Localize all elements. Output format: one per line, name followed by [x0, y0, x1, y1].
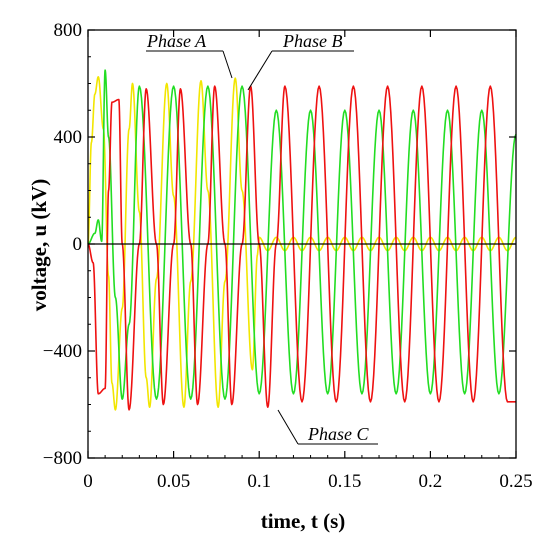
annotation-phase-c: Phase C — [307, 424, 369, 444]
y-tick-label: 800 — [54, 20, 83, 41]
x-tick-label: 0.2 — [419, 471, 443, 492]
series-line-phase-c — [87, 85, 517, 411]
series-layer — [87, 69, 517, 411]
annotation-phase-a: Phase A — [146, 31, 207, 51]
x-tick-label: 0.1 — [247, 471, 271, 492]
y-tick-label: −800 — [43, 448, 82, 469]
x-axis-title: time, t (s) — [261, 509, 346, 533]
y-tick-label: 0 — [73, 234, 83, 255]
y-axis-title: voltage, u (kV) — [27, 179, 51, 311]
x-tick-label: 0.05 — [157, 471, 190, 492]
y-tick-label: 400 — [54, 127, 83, 148]
annotation-layer: Phase A Phase B Phase C — [146, 31, 378, 445]
annotation-leader-phase-c — [277, 409, 299, 445]
annotation-leader-phase-b — [247, 50, 273, 91]
y-tick-label: −400 — [43, 341, 82, 362]
x-tick-label: 0.15 — [328, 471, 361, 492]
axes-layer: 0 0.05 0.1 0.15 0.2 0.25 800 400 0 −400 −800 — [43, 20, 533, 492]
x-tick-label: 0.25 — [499, 471, 532, 492]
annotation-phase-b: Phase B — [282, 31, 342, 51]
annotation-leader-phase-a — [222, 50, 233, 79]
x-tick-label: 0 — [83, 471, 93, 492]
